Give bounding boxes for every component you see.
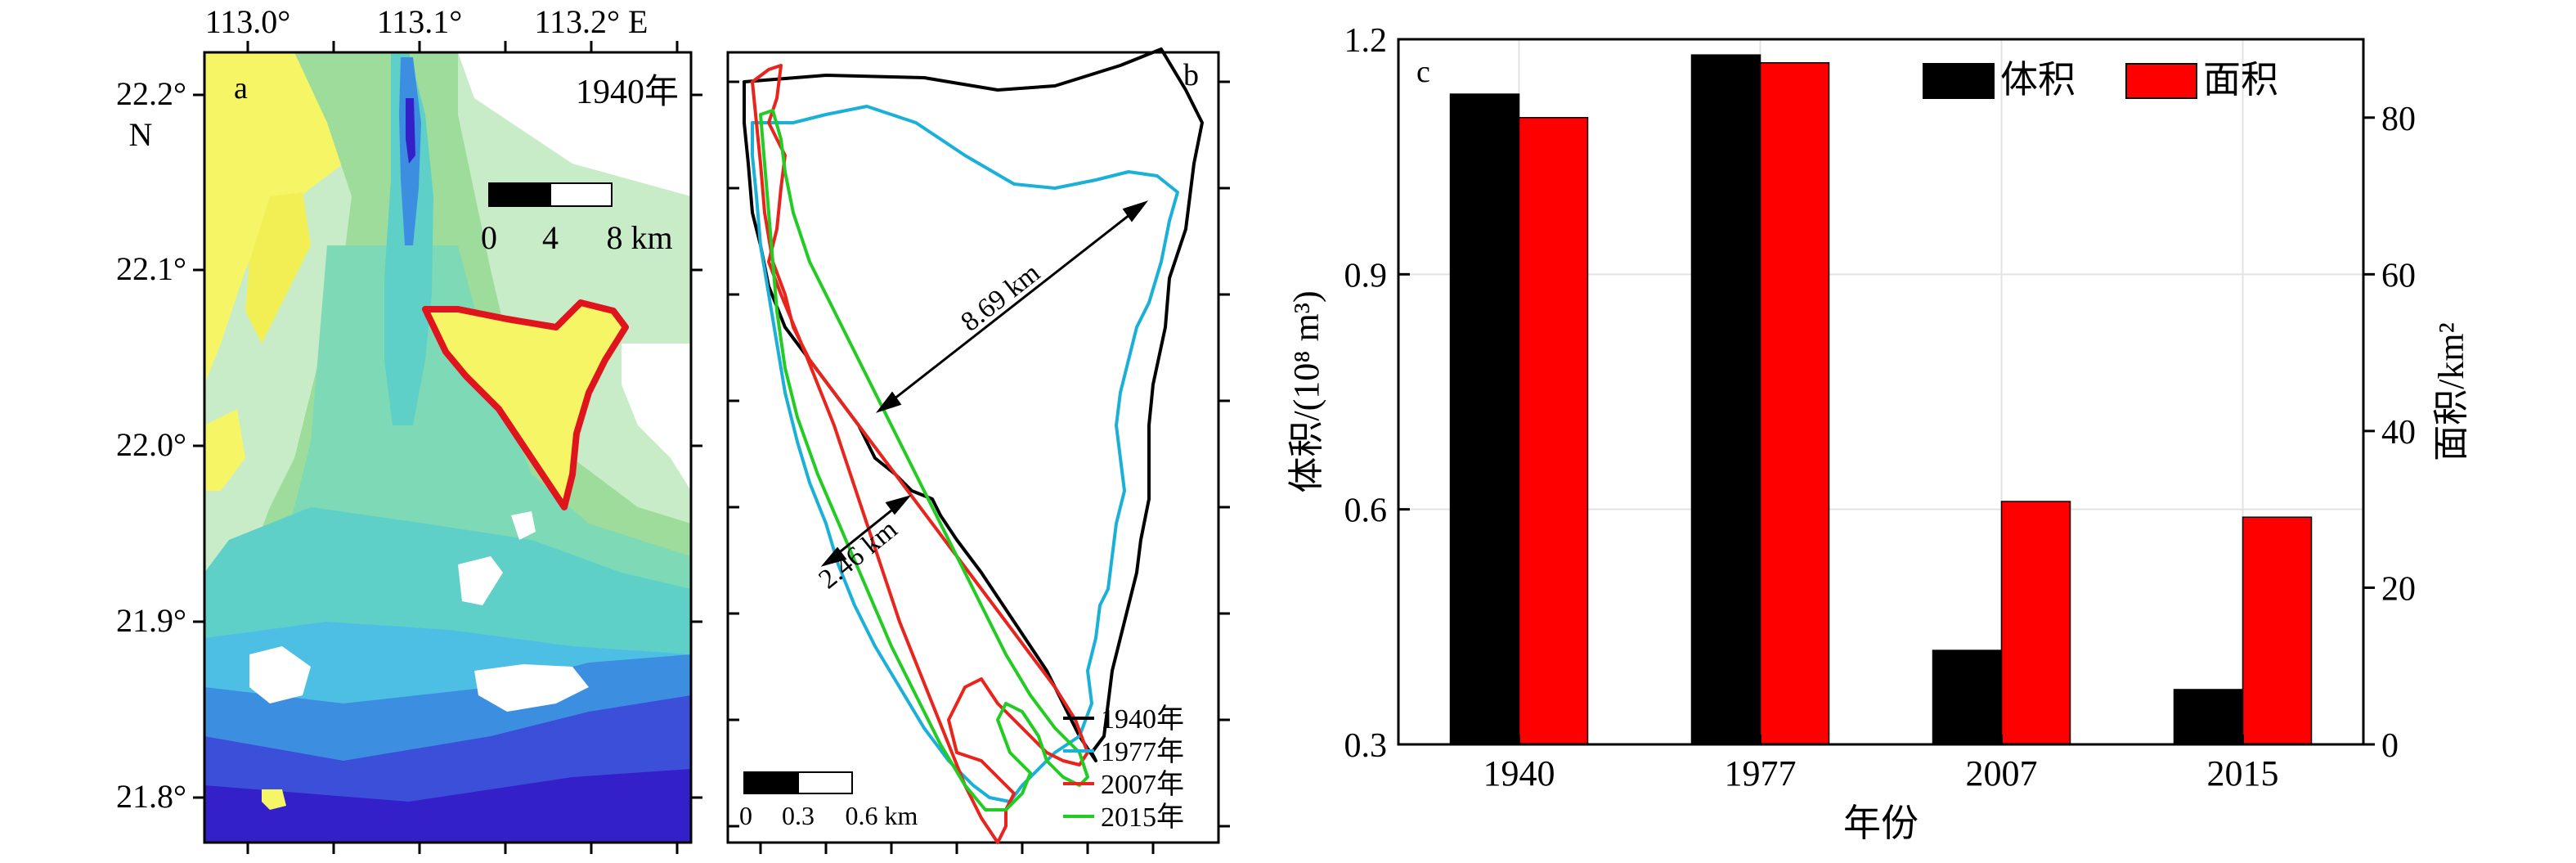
legend-label-1940: 1940年	[1101, 703, 1184, 735]
map-north-label: N	[129, 116, 153, 153]
outline-1977	[751, 105, 1179, 803]
bar-volume-2007	[1932, 649, 2003, 745]
legend-swatch-area	[2125, 63, 2197, 99]
legend-label-2015: 2015年	[1101, 802, 1184, 833]
map-top-tick-label: 113.0°	[205, 3, 291, 40]
x-tick-label: 2015	[2207, 753, 2279, 793]
chart-bars	[1449, 54, 2313, 745]
outline-legend	[1063, 717, 1094, 818]
map-left-tick-label: 22.0°	[116, 426, 186, 463]
map-left-tick-label: 21.8°	[116, 778, 186, 815]
study-area-outline	[422, 299, 629, 510]
x-tick-label: 1940	[1483, 753, 1555, 793]
distance-arrows	[820, 200, 1149, 567]
bathymetry-map	[204, 52, 691, 843]
outline-scale-tick: 0	[739, 801, 752, 830]
bar-area-2007	[2000, 501, 2071, 745]
y-right-tick-label: 60	[2381, 257, 2416, 294]
map-left-tick-label: 22.1°	[116, 250, 186, 287]
y-right-tick-label: 80	[2381, 101, 2416, 138]
bar-area-2015	[2242, 516, 2313, 745]
outline-scale-tick: 0.3	[782, 801, 815, 830]
outline-2015	[759, 109, 1089, 811]
map-top-tick-label: 113.2° E	[535, 3, 648, 40]
panel-c-chart: 1940 1977 2007 2015 0.3 0.6 0.9 1.2 0 20 40 60 80 c …	[1243, 0, 2576, 859]
y-right-tick-label: 20	[2381, 570, 2416, 608]
bar-volume-1977	[1690, 54, 1761, 745]
map-scale-bar	[488, 182, 613, 207]
bar-volume-2015	[2173, 689, 2244, 745]
map-scale-tick: 8 km	[606, 219, 672, 256]
bar-area-1977	[1759, 61, 1830, 745]
map-frame	[203, 51, 693, 844]
legend-label-2007: 2007年	[1101, 769, 1184, 800]
map-scale-tick: 4	[542, 219, 559, 256]
panel-c-label: c	[1416, 55, 1430, 89]
legend-label-area: 面积	[2203, 59, 2278, 101]
x-tick-label: 2007	[1966, 753, 2038, 793]
legend-label-1977: 1977年	[1101, 736, 1184, 767]
y-right-tick-label: 40	[2381, 414, 2416, 452]
y-right-tick-label: 0	[2381, 727, 2399, 765]
bar-volume-1940	[1449, 93, 1520, 745]
chart-frame	[1397, 38, 2365, 746]
outline-2007	[751, 64, 1089, 844]
outline-scale-bar	[743, 771, 853, 794]
y-left-tick-label: 0.9	[1344, 257, 1388, 294]
map-year-label: 1940年	[576, 73, 679, 111]
y-left-tick-label: 0.3	[1344, 727, 1388, 765]
map-left-tick-label: 21.9°	[116, 602, 186, 639]
outline-scale-tick: 0.6 km	[846, 801, 918, 830]
panel-b-label: b	[1183, 58, 1199, 92]
map-top-tick-label: 113.1°	[377, 3, 463, 40]
x-axis-title: 年份	[1843, 802, 1919, 844]
map-scale-tick: 0	[481, 219, 497, 256]
outline-svg: 8.69 km 2.46 km b 1940年 1977年 2007年 2015…	[726, 47, 1230, 854]
chart-ticks: 1940 1977 2007 2015 0.3 0.6 0.9 1.2 0 20 40 60 80	[1344, 22, 2417, 793]
y-left-tick-label: 0.6	[1344, 492, 1388, 530]
outline-ticks	[728, 80, 1230, 854]
legend-swatch-volume	[1923, 63, 1995, 99]
map-left-ticks	[193, 93, 702, 799]
x-tick-label: 1977	[1725, 753, 1797, 793]
map-left-tick-label: 22.2°	[116, 75, 186, 112]
y-axis-right-title: 面积/km²	[2431, 322, 2471, 461]
panel-b-outline: 8.69 km 2.46 km b 1940年 1977年 2007年 2015…	[703, 0, 1243, 859]
legend-label-volume: 体积	[2000, 59, 2076, 101]
map-top-ticks	[246, 41, 679, 854]
panel-a-map: 113.0° 113.1° 113.2° E 22.2° N 22.1° 22.…	[0, 0, 703, 859]
panel-a-label: a	[234, 71, 248, 106]
y-axis-left-title: 体积/(10⁸ m³)	[1286, 290, 1326, 492]
map-svg: 113.0° 113.1° 113.2° E 22.2° N 22.1° 22.…	[116, 3, 702, 854]
bar-area-1940	[1518, 117, 1589, 745]
y-left-tick-label: 1.2	[1344, 22, 1388, 60]
